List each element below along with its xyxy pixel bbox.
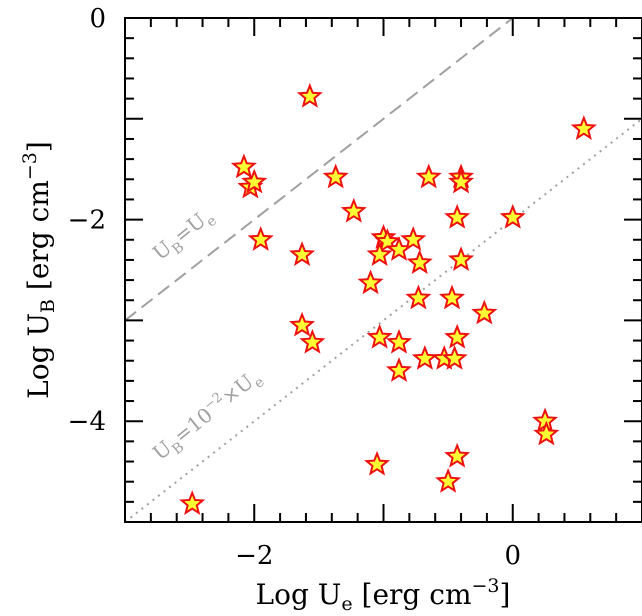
star-point (296, 82, 323, 108)
data-points (179, 82, 597, 515)
star-point (322, 163, 349, 189)
star-point (385, 357, 413, 382)
star-point (385, 328, 413, 354)
star-point (230, 153, 257, 179)
star-point (444, 323, 471, 349)
star-point (448, 246, 475, 272)
star-point (289, 311, 316, 337)
tick-labels: −2 0 0 −2 −4 (68, 4, 521, 571)
star-point (435, 467, 462, 493)
reference-lines (124, 17, 642, 523)
star-point (411, 344, 438, 370)
x-tick-label: 0 (504, 541, 521, 571)
x-axis-title: Log Ue [erg cm−3] (256, 575, 511, 615)
star-point (533, 420, 560, 446)
star-point (364, 450, 391, 476)
star-point (438, 284, 466, 310)
star-point (247, 226, 274, 251)
star-point (241, 168, 268, 194)
star-point (415, 163, 442, 189)
star-point (406, 249, 433, 275)
star-point (448, 168, 475, 194)
star-point (471, 299, 498, 325)
reference-line-2 (124, 118, 642, 523)
star-point (570, 115, 597, 140)
y-axis-title: Log UB [erg cm−3] (19, 141, 59, 399)
y-tick-label: 0 (89, 4, 106, 34)
x-tick-label: −2 (235, 541, 273, 571)
star-point (357, 269, 384, 295)
star-point (299, 328, 326, 354)
reference-line-labels: UB=Ue UB=10−2×Ue (147, 203, 267, 469)
star-point (400, 226, 427, 251)
major-ticks (124, 17, 642, 523)
ref-label-equipartition: UB=Ue (148, 203, 220, 269)
plot-frame (124, 17, 642, 523)
star-point (340, 197, 367, 223)
y-tick-label: −2 (68, 206, 106, 236)
reference-line-1 (124, 17, 514, 322)
y-tick-label: −4 (68, 407, 106, 437)
star-point (444, 203, 471, 229)
star-point (289, 241, 316, 266)
star-point (441, 344, 468, 370)
star-point (385, 236, 413, 261)
minor-ticks (125, 18, 642, 522)
star-point (366, 323, 393, 349)
star-point (405, 284, 432, 310)
ref-label-1e-2: UB=10−2×Ue (147, 363, 267, 468)
star-point (499, 203, 526, 229)
star-point (444, 442, 471, 468)
star-point (179, 490, 206, 515)
star-point (366, 241, 393, 266)
